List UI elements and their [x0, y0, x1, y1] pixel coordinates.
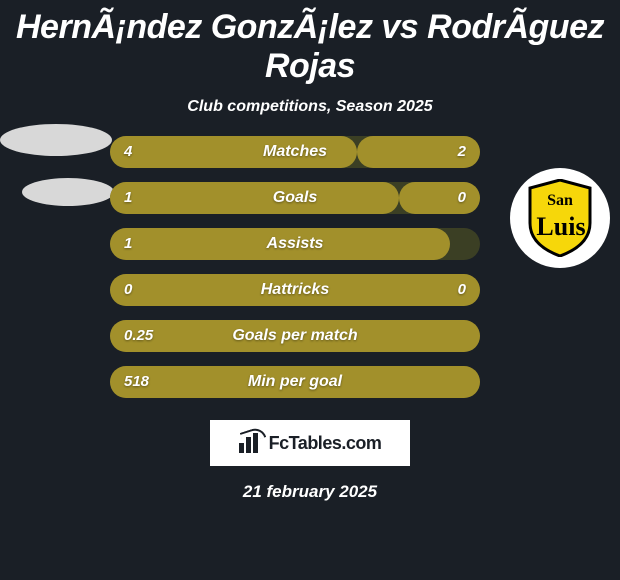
page-title: HernÃ¡ndez GonzÃ¡lez vs RodrÃ­guez Rojas: [0, 0, 620, 86]
right-club-badge: San Luis: [510, 168, 610, 268]
stat-label: Hattricks: [110, 274, 480, 306]
date-footer: 21 february 2025: [0, 482, 620, 502]
stat-row: 0.25Goals per match: [110, 320, 480, 352]
stat-label: Goals per match: [110, 320, 480, 352]
fctables-logo-icon: [239, 433, 265, 453]
stat-label: Goals: [110, 182, 480, 214]
left-badge-placeholder-2: [22, 178, 114, 206]
stats-bars: 42Matches 10Goals 1Assists 00Hattricks 0.25G…: [110, 136, 480, 398]
stat-label: Assists: [110, 228, 480, 260]
fctables-logo-text: FcTables.com: [269, 433, 382, 454]
stat-row: 10Goals: [110, 182, 480, 214]
shield-text-top: San: [547, 192, 573, 209]
fctables-watermark: FcTables.com: [210, 420, 410, 466]
stat-row: 42Matches: [110, 136, 480, 168]
stat-row: 518Min per goal: [110, 366, 480, 398]
subtitle: Club competitions, Season 2025: [0, 98, 620, 116]
stat-label: Min per goal: [110, 366, 480, 398]
stat-row: 00Hattricks: [110, 274, 480, 306]
shield-text-bottom: Luis: [536, 212, 585, 241]
stat-row: 1Assists: [110, 228, 480, 260]
stat-label: Matches: [110, 136, 480, 168]
san-luis-shield-icon: San Luis: [527, 179, 593, 257]
left-badge-placeholder-1: [0, 124, 112, 156]
